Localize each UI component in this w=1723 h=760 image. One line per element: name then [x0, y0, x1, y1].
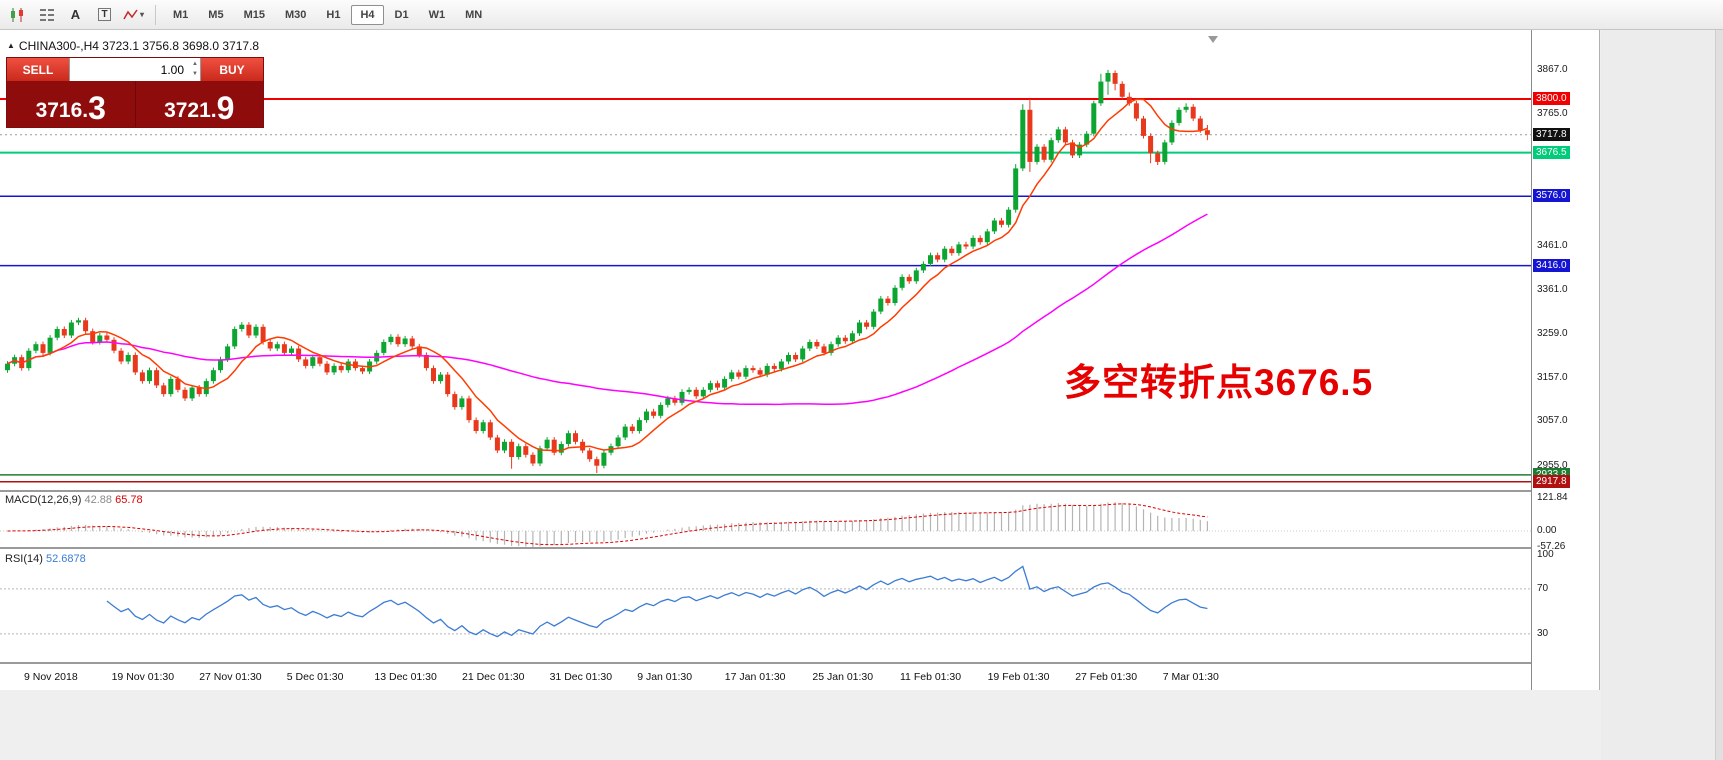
timeframe-h1-button[interactable]: H1: [326, 8, 341, 21]
macd-panel[interactable]: [0, 492, 1531, 547]
time-tick: 13 Dec 01:30: [374, 671, 437, 683]
time-tick: 17 Jan 01:30: [724, 671, 786, 683]
time-tick: 27 Nov 01:30: [199, 671, 262, 683]
volume-input[interactable]: 1.00 ▲ ▼: [69, 58, 201, 81]
price-level-badge: 3416.0: [1533, 258, 1570, 272]
price-tick: 3361.0: [1537, 283, 1568, 295]
cycles-tool-icon[interactable]: ▾: [120, 3, 147, 27]
timeframe-toolbar: M1 M5 M15 M30 H1 H4 D1 W1 MN: [163, 4, 492, 25]
chart-shift-marker[interactable]: [1208, 36, 1218, 43]
price-tick: 3259.0: [1537, 327, 1568, 339]
mac d-value-main: 42.88: [84, 494, 113, 506]
time-tick: 5 Dec 01:30: [286, 671, 344, 683]
chart-annotation: 多空转折点3676.5: [1064, 362, 1374, 403]
buy-price-big-digit: 9: [216, 90, 235, 126]
time-tick: 21 Dec 01:30: [462, 671, 525, 683]
time-axis[interactable]: 9 Nov 2018 19 Nov 01:30 27 Nov 01:30 5 Dec …: [0, 664, 1531, 690]
price-tick: 3157.0: [1537, 372, 1568, 383]
price-level-badge: 3800.0: [1533, 92, 1570, 105]
right-gutter: [1601, 30, 1723, 760]
vertical-scrollbar[interactable]: [1715, 30, 1723, 760]
rsi-name: RSI(14): [5, 553, 43, 565]
sell-price-main: 3716.: [35, 99, 89, 122]
time-tick: 9 Nov 2018: [24, 671, 78, 683]
timeframe-m30-button[interactable]: M30: [284, 8, 307, 21]
rsi-label: RSI(14) 52.6878: [5, 553, 86, 565]
price-level-badge: 3676.5: [1533, 145, 1570, 159]
sell-price-big-digit: 3: [88, 90, 106, 126]
macd-label: MACD(12,26,9) 42.88 65.78: [5, 494, 143, 506]
panel-separator[interactable]: [0, 490, 1599, 492]
text-tool-icon[interactable]: A: [62, 3, 89, 27]
dropdown-caret-icon: ▾: [139, 10, 144, 19]
price-tick: 3867.0: [1537, 63, 1568, 75]
timeframe-m15-button[interactable]: M15: [243, 8, 265, 21]
panel-separator[interactable]: [0, 662, 1599, 664]
price-tick: 3765.0: [1537, 108, 1568, 120]
time-tick: 27 Feb 01:30: [1075, 671, 1138, 683]
timeframe-mn-button[interactable]: MN: [465, 8, 483, 21]
zigzag-glyph: [123, 9, 138, 19]
time-tick: 19 Nov 01:30: [111, 671, 175, 683]
chart-symbol-ohlc: ▲ CHINA300-,H4 3723.1 3756.8 3698.0 3717.…: [7, 39, 259, 53]
text-frame-glyph: T: [98, 8, 111, 21]
chart-window: ▲ CHINA300-,H4 3723.1 3756.8 3698.0 3717.…: [0, 30, 1600, 690]
volume-value[interactable]: 1.00: [160, 62, 184, 77]
macd-value-signal: 65.78: [115, 494, 143, 506]
macd-axis-tick: 0.00: [1537, 525, 1557, 536]
timeframe-m5-button[interactable]: M5: [208, 8, 224, 21]
volume-spinner[interactable]: ▲ ▼: [192, 59, 198, 79]
timeframe-w1-button[interactable]: W1: [428, 8, 446, 21]
time-tick: 9 Jan 01:30: [637, 671, 693, 683]
rsi-axis-tick: 100: [1537, 549, 1554, 561]
rsi-value: 52.6878: [45, 553, 86, 565]
sell-price[interactable]: 3716. 3: [7, 81, 136, 127]
timeframe-d1-button[interactable]: D1: [394, 8, 409, 21]
buy-button[interactable]: BUY: [201, 58, 263, 81]
text-frame-tool-icon[interactable]: T: [91, 3, 118, 27]
time-tick: 7 Mar 01:30: [1162, 671, 1219, 683]
timeframe-h4-button[interactable]: H4: [351, 4, 384, 25]
buy-price[interactable]: 3721. 9: [136, 81, 264, 127]
collapse-icon[interactable]: ▲: [7, 41, 15, 50]
chart-type-icon[interactable]: [4, 3, 31, 27]
time-tick: 19 Feb 01:30: [987, 671, 1050, 683]
text-tool-glyph: A: [70, 7, 81, 22]
spinner-up-icon[interactable]: ▲: [192, 61, 198, 67]
toolbar-separator: [155, 4, 156, 25]
rsi-axis-tick: 30: [1537, 627, 1549, 639]
spinner-down-icon[interactable]: ▼: [192, 71, 198, 77]
current-price-badge: 3717.8: [1533, 127, 1570, 141]
rsi-panel[interactable]: [0, 549, 1531, 662]
price-tick: 3057.0: [1537, 415, 1568, 427]
price-level-badge: 2917.8: [1533, 474, 1570, 488]
price-tick: 2955.0: [1537, 459, 1568, 471]
price-axis[interactable]: 3867.0 3765.0 3461.0 3361.0 3259.0 3157.0 3057…: [1531, 30, 1599, 690]
time-tick: 11 Feb 01:30: [900, 671, 962, 683]
macd-name: MACD(12,26,9): [5, 494, 82, 506]
timeframe-m1-button[interactable]: M1: [173, 8, 189, 21]
price-level-badge: 3576.0: [1533, 189, 1570, 203]
buy-price-main: 3721.: [164, 99, 217, 122]
sell-button[interactable]: SELL: [7, 58, 69, 81]
panel-separator[interactable]: [0, 547, 1599, 549]
candlestick-glyph: [10, 7, 23, 22]
symbol-ohlc-text: CHINA300-,H4 3723.1 3756.8 3698.0 3717.8: [18, 39, 260, 53]
one-click-trading-panel: SELL 1.00 ▲ ▼ BUY 3716. 3 3721. 9: [6, 57, 264, 128]
time-tick: 25 Jan 01:30: [812, 671, 874, 683]
top-toolbar: A T ▾ M1 M5 M15 M30 H1 H4 D1 W1 MN: [0, 0, 1723, 30]
macd-axis-tick: -57.26: [1537, 540, 1566, 552]
rsi-axis-tick: 70: [1537, 582, 1549, 594]
price-tick: 3461.0: [1537, 240, 1568, 252]
macd-axis-tick: 121.84: [1537, 492, 1568, 503]
window-grid-icon[interactable]: [33, 3, 60, 27]
grid-glyph: [39, 8, 54, 21]
time-tick: 31 Dec 01:30: [549, 671, 613, 683]
